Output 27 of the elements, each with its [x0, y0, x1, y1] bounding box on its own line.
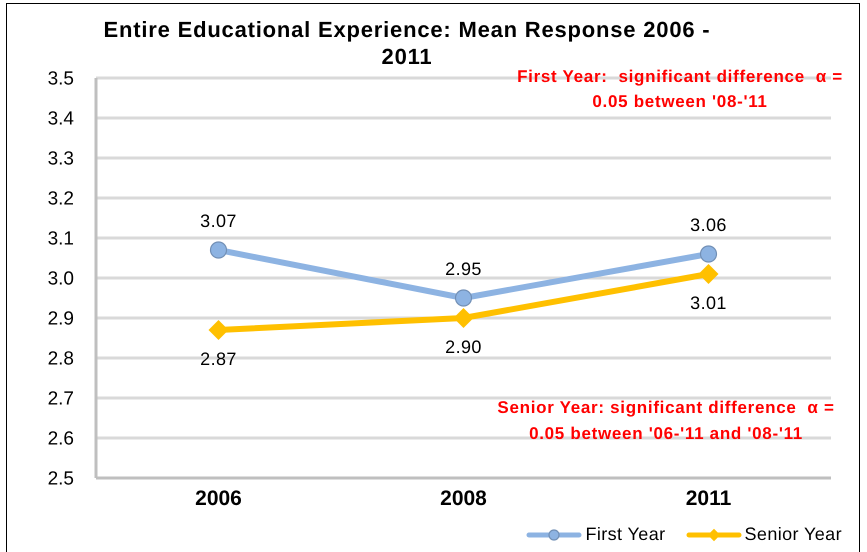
annotation: Senior Year: significant difference α = 0.05 between '06-'11 and '08-'11: [496, 397, 836, 445]
data-label: 3.01: [690, 292, 727, 313]
x-tick-label: 2008: [440, 486, 488, 510]
legend-label: First Year: [585, 524, 666, 545]
y-tick-label: 3.2: [48, 188, 74, 210]
data-label: 2.87: [200, 348, 237, 369]
point: [698, 264, 718, 284]
y-tick-label: 3.0: [48, 268, 74, 290]
data-label: 2.95: [445, 259, 482, 279]
legend-label: Senior Year: [744, 524, 842, 545]
data-label: 2.90: [445, 336, 482, 357]
y-tick-label: 2.8: [48, 348, 74, 370]
y-tick-label: 2.6: [48, 428, 74, 450]
y-tick-label: 3.1: [48, 228, 74, 250]
x-tick-label: 2006: [195, 486, 242, 510]
data-label: 3.06: [690, 215, 727, 235]
x-tick-label: 2011: [686, 486, 732, 510]
point: [210, 241, 228, 259]
point: [454, 289, 472, 307]
y-tick-label: 3.5: [48, 68, 74, 90]
y-tick-label: 2.9: [48, 308, 74, 330]
y-tick-label: 2.7: [48, 388, 74, 410]
y-tick-label: 3.4: [48, 108, 74, 130]
data-label: 3.07: [200, 211, 237, 231]
point: [700, 245, 718, 263]
y-tick-label: 3.3: [48, 148, 74, 170]
y-tick-label: 2.5: [48, 468, 74, 490]
